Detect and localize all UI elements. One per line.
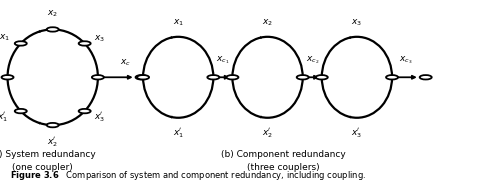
Text: $x_2'$: $x_2'$: [262, 127, 273, 141]
Circle shape: [419, 75, 431, 79]
Text: (b) Component redundancy: (b) Component redundancy: [221, 150, 345, 159]
Text: $x_3'$: $x_3'$: [94, 110, 105, 124]
Circle shape: [2, 75, 14, 79]
Circle shape: [15, 109, 27, 113]
Circle shape: [92, 75, 104, 79]
Circle shape: [226, 75, 238, 79]
Circle shape: [385, 75, 397, 79]
Text: (three couplers): (three couplers): [247, 163, 319, 172]
Text: (one coupler): (one coupler): [12, 163, 73, 172]
Text: $x_1$: $x_1$: [172, 17, 183, 28]
Circle shape: [296, 75, 308, 79]
Text: $x_3$: $x_3$: [94, 34, 105, 44]
Text: $x_3$: $x_3$: [351, 17, 362, 28]
Text: $x_1$: $x_1$: [0, 32, 10, 43]
Text: $x_1'$: $x_1'$: [172, 127, 183, 141]
Text: $x_3'$: $x_3'$: [351, 127, 362, 141]
Text: (a) System redundancy: (a) System redundancy: [0, 150, 95, 159]
Circle shape: [79, 41, 91, 46]
Circle shape: [315, 75, 327, 79]
Text: $x_{c_3}$: $x_{c_3}$: [398, 55, 412, 66]
Circle shape: [15, 41, 27, 46]
Text: $x_2'$: $x_2'$: [47, 135, 58, 149]
Circle shape: [47, 123, 59, 127]
Circle shape: [135, 75, 147, 79]
Text: $x_2$: $x_2$: [262, 17, 273, 28]
Circle shape: [47, 27, 59, 32]
Circle shape: [79, 109, 91, 113]
Text: $x_1'$: $x_1'$: [0, 110, 8, 124]
Text: $\mathbf{Figure\ 3.6}$   Comparison of system and component redundancy, includin: $\mathbf{Figure\ 3.6}$ Comparison of sys…: [10, 169, 365, 182]
Text: $x_2$: $x_2$: [47, 9, 58, 19]
Circle shape: [137, 75, 149, 79]
Text: $x_{c_1}$: $x_{c_1}$: [216, 55, 229, 66]
Circle shape: [207, 75, 219, 79]
Text: $x_c$: $x_c$: [120, 57, 131, 68]
Text: $x_{c_2}$: $x_{c_2}$: [305, 55, 318, 66]
